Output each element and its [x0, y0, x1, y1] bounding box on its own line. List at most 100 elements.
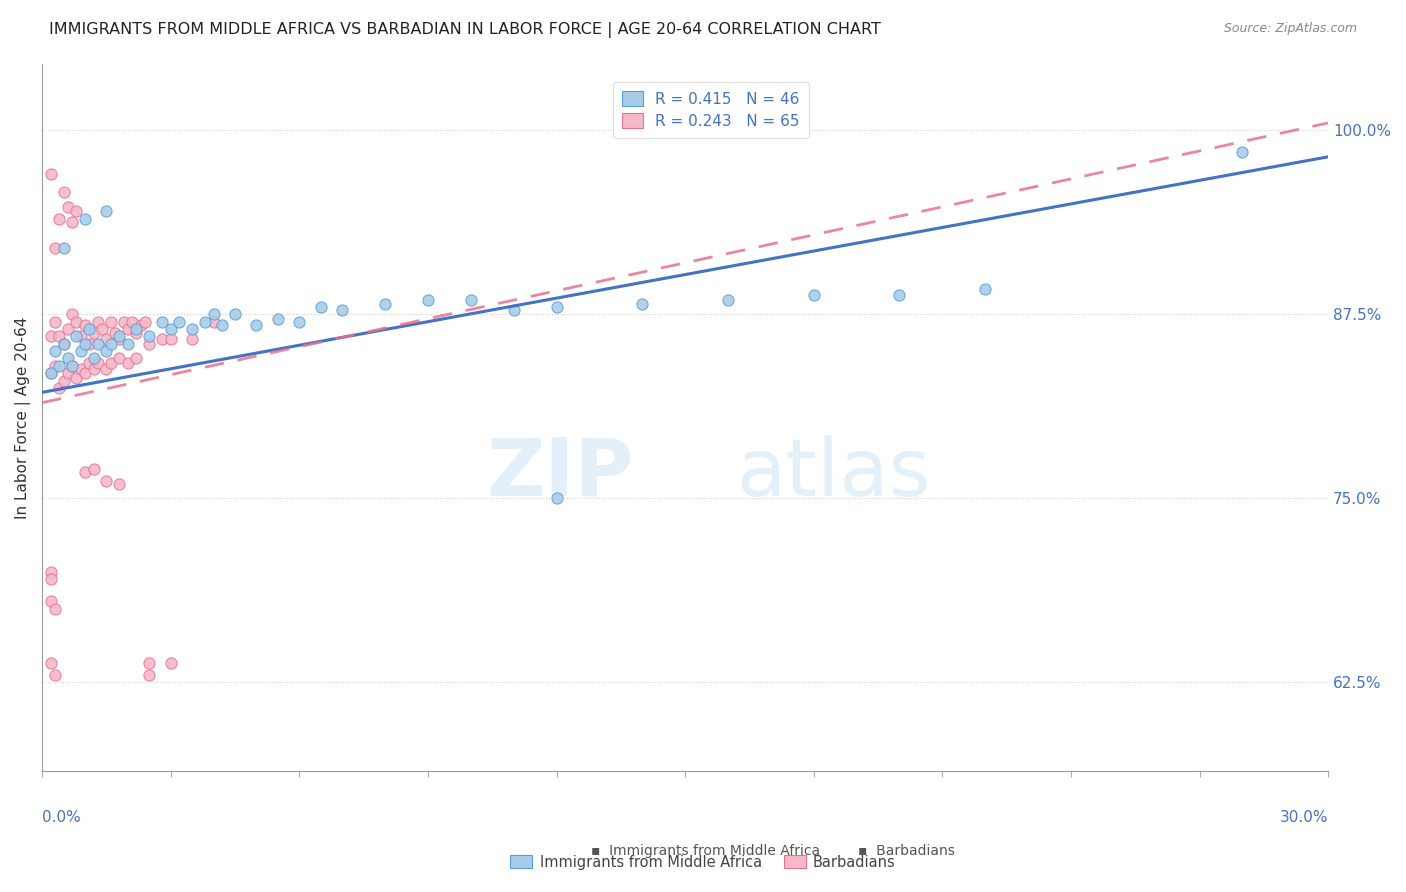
- Point: [87, 315, 110, 329]
- Point: [69, 344, 91, 359]
- Point: [416, 293, 439, 307]
- Point: [65, 370, 87, 384]
- Point: [309, 300, 332, 314]
- Point: [108, 332, 131, 346]
- Point: [96, 344, 118, 359]
- Point: [44, 359, 66, 373]
- Point: [121, 315, 143, 329]
- Point: [374, 297, 396, 311]
- Point: [159, 322, 181, 336]
- Text: 0.0%: 0.0%: [42, 810, 82, 824]
- Point: [96, 204, 118, 219]
- Legend: Immigrants from Middle Africa, Barbadians: Immigrants from Middle Africa, Barbadian…: [505, 849, 901, 876]
- Point: [112, 315, 135, 329]
- Point: [73, 366, 96, 380]
- Point: [60, 359, 83, 373]
- Point: [169, 315, 191, 329]
- Point: [159, 332, 181, 346]
- Point: [56, 351, 79, 366]
- Point: [73, 465, 96, 479]
- Point: [224, 307, 246, 321]
- Point: [73, 318, 96, 332]
- Point: [96, 474, 118, 488]
- Point: [288, 315, 311, 329]
- Text: 30.0%: 30.0%: [1279, 810, 1329, 824]
- Point: [83, 326, 105, 341]
- Point: [803, 288, 825, 302]
- Point: [211, 318, 233, 332]
- Point: [202, 315, 225, 329]
- Point: [52, 336, 75, 351]
- Point: [138, 336, 160, 351]
- Point: [460, 293, 482, 307]
- Point: [104, 326, 127, 341]
- Point: [44, 344, 66, 359]
- Point: [56, 322, 79, 336]
- Point: [48, 329, 70, 343]
- Text: IMMIGRANTS FROM MIDDLE AFRICA VS BARBADIAN IN LABOR FORCE | AGE 20-64 CORRELATIO: IMMIGRANTS FROM MIDDLE AFRICA VS BARBADI…: [49, 22, 882, 38]
- Point: [100, 336, 122, 351]
- Point: [108, 351, 131, 366]
- Point: [546, 300, 568, 314]
- Point: [181, 332, 204, 346]
- Point: [39, 657, 62, 671]
- Point: [60, 214, 83, 228]
- Point: [83, 462, 105, 476]
- Point: [159, 657, 181, 671]
- Point: [77, 322, 100, 336]
- Point: [39, 366, 62, 380]
- Point: [96, 332, 118, 346]
- Point: [73, 211, 96, 226]
- Point: [56, 366, 79, 380]
- Point: [96, 361, 118, 376]
- Point: [65, 329, 87, 343]
- Point: [100, 315, 122, 329]
- Point: [39, 594, 62, 608]
- Point: [194, 315, 217, 329]
- Point: [125, 351, 148, 366]
- Point: [77, 336, 100, 351]
- Point: [39, 565, 62, 579]
- Text: ZIP: ZIP: [486, 435, 634, 513]
- Point: [125, 326, 148, 341]
- Point: [87, 336, 110, 351]
- Point: [1232, 145, 1254, 160]
- Point: [44, 601, 66, 615]
- Point: [117, 336, 139, 351]
- Point: [117, 322, 139, 336]
- Point: [48, 359, 70, 373]
- Point: [77, 356, 100, 370]
- Point: [60, 359, 83, 373]
- Point: [44, 315, 66, 329]
- Point: [546, 491, 568, 506]
- Point: [48, 211, 70, 226]
- Point: [100, 356, 122, 370]
- Text: ▪  Immigrants from Middle Africa: ▪ Immigrants from Middle Africa: [591, 844, 820, 858]
- Point: [202, 307, 225, 321]
- Point: [48, 381, 70, 395]
- Point: [69, 329, 91, 343]
- Point: [65, 204, 87, 219]
- Point: [52, 374, 75, 388]
- Point: [138, 329, 160, 343]
- Point: [56, 200, 79, 214]
- Point: [889, 288, 911, 302]
- Point: [108, 329, 131, 343]
- Legend: R = 0.415   N = 46, R = 0.243   N = 65: R = 0.415 N = 46, R = 0.243 N = 65: [613, 82, 808, 137]
- Point: [129, 318, 152, 332]
- Point: [69, 361, 91, 376]
- Point: [39, 329, 62, 343]
- Point: [138, 657, 160, 671]
- Point: [44, 668, 66, 682]
- Point: [267, 311, 290, 326]
- Point: [52, 336, 75, 351]
- Point: [65, 315, 87, 329]
- Point: [150, 315, 173, 329]
- Point: [83, 351, 105, 366]
- Point: [245, 318, 267, 332]
- Text: Source: ZipAtlas.com: Source: ZipAtlas.com: [1223, 22, 1357, 36]
- Point: [52, 241, 75, 255]
- Point: [717, 293, 740, 307]
- Point: [83, 361, 105, 376]
- Point: [39, 168, 62, 182]
